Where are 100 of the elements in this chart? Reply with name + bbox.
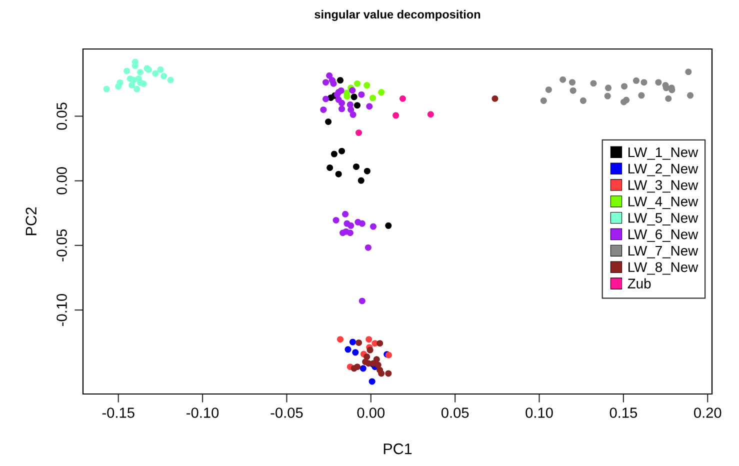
point	[332, 216, 340, 224]
point	[356, 129, 362, 136]
point	[354, 364, 361, 370]
legend-label: LW_1_New	[628, 147, 698, 160]
point	[344, 346, 352, 353]
point	[338, 100, 346, 106]
point	[130, 76, 137, 84]
point	[366, 346, 374, 354]
point	[352, 163, 360, 170]
point	[358, 177, 364, 184]
point	[335, 170, 342, 178]
point	[369, 94, 376, 102]
point	[569, 79, 576, 86]
chart-title: singular value decomposition	[314, 10, 480, 21]
point	[370, 223, 377, 230]
legend-label: Zub	[628, 278, 651, 288]
point	[364, 168, 370, 174]
point	[368, 378, 376, 385]
point	[136, 69, 144, 76]
point	[604, 92, 611, 100]
x-tick-label: 0.15	[610, 408, 638, 418]
point	[157, 66, 164, 73]
x-tick-label: 0.05	[441, 408, 469, 418]
point	[356, 339, 362, 346]
point	[540, 97, 547, 104]
point	[132, 62, 138, 70]
y-tick-label: 0.00	[56, 167, 67, 194]
point	[580, 97, 586, 104]
legend-label: LW_4_New	[628, 196, 698, 210]
legend-label: LW_5_New	[628, 213, 698, 226]
point	[124, 68, 130, 74]
point	[358, 298, 366, 304]
point	[665, 95, 672, 102]
point	[687, 92, 694, 99]
point	[342, 210, 349, 218]
x-tick-label: -0.10	[186, 408, 219, 418]
point	[128, 82, 136, 88]
point	[623, 96, 630, 104]
point	[348, 222, 354, 229]
x-tick-label: -0.15	[102, 408, 134, 418]
legend-label: LW_6_New	[628, 229, 698, 242]
point	[640, 79, 648, 86]
point	[492, 95, 498, 102]
point	[350, 94, 358, 100]
point	[322, 96, 330, 102]
point	[605, 84, 612, 92]
point	[330, 150, 338, 158]
point	[685, 68, 692, 76]
point	[160, 72, 168, 80]
x-tick-label: 0.00	[357, 408, 385, 418]
y-tick-label: -0.05	[56, 229, 67, 262]
point	[392, 112, 400, 119]
legend-label: LW_7_New	[628, 246, 698, 258]
point	[360, 365, 366, 372]
point	[338, 106, 346, 112]
point	[349, 87, 356, 94]
point	[152, 70, 159, 77]
point	[338, 87, 344, 94]
y-axis-title: PC2	[26, 207, 37, 236]
x-tick-label: 0.10	[526, 408, 553, 418]
point	[399, 95, 406, 102]
point	[103, 86, 110, 92]
point	[354, 102, 361, 109]
point	[322, 79, 330, 86]
point	[358, 220, 366, 227]
point	[167, 76, 174, 84]
point	[337, 336, 344, 343]
point	[427, 111, 434, 118]
legend-label: LW_8_New	[628, 262, 698, 275]
point	[662, 84, 670, 92]
point	[374, 362, 382, 368]
point	[385, 222, 392, 229]
point	[136, 79, 144, 86]
point	[337, 77, 344, 84]
point	[385, 370, 392, 377]
point	[116, 79, 124, 86]
point	[378, 370, 385, 377]
point	[364, 82, 370, 89]
point	[358, 91, 365, 98]
point	[560, 76, 566, 83]
point	[638, 92, 645, 99]
point	[352, 349, 359, 356]
point	[366, 336, 372, 343]
point	[632, 77, 640, 84]
point	[326, 164, 334, 172]
point	[655, 79, 662, 86]
point	[621, 83, 628, 90]
point	[326, 72, 333, 79]
point	[364, 244, 372, 251]
point	[348, 106, 354, 113]
x-axis-title: PC1	[384, 443, 412, 454]
point	[590, 80, 597, 87]
point	[354, 80, 361, 87]
legend-label: LW_3_New	[628, 180, 698, 193]
point	[349, 338, 356, 346]
point	[378, 89, 385, 96]
point	[344, 93, 350, 100]
point	[570, 87, 576, 94]
point	[338, 148, 346, 154]
legend-label: LW_2_New	[628, 164, 698, 176]
